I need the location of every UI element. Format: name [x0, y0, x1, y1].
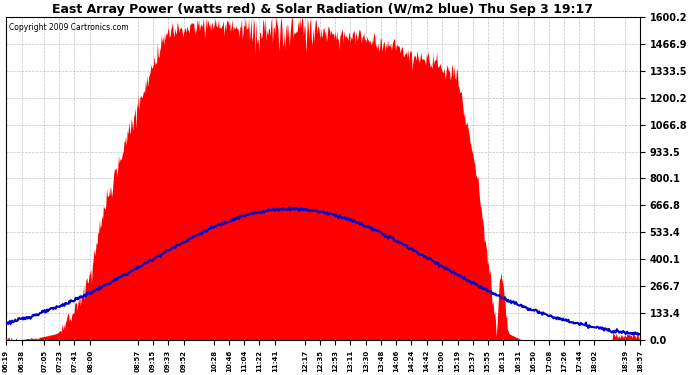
Text: Copyright 2009 Cartronics.com: Copyright 2009 Cartronics.com — [9, 23, 128, 32]
Title: East Array Power (watts red) & Solar Radiation (W/m2 blue) Thu Sep 3 19:17: East Array Power (watts red) & Solar Rad… — [52, 3, 593, 16]
